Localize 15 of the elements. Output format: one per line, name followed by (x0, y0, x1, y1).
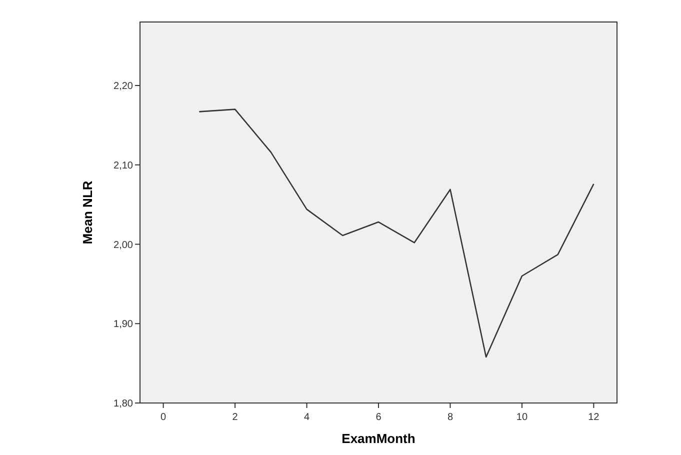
y-axis-title: Mean NLR (80, 180, 95, 244)
x-axis-title: ExamMonth (342, 431, 416, 446)
x-tick-label: 4 (304, 412, 310, 423)
x-tick-label: 10 (516, 412, 528, 423)
y-tick-label: 1,80 (114, 398, 134, 410)
y-tick-label: 2,10 (114, 160, 134, 172)
y-tick-label: 1,90 (114, 319, 134, 330)
x-tick-label: 8 (447, 412, 454, 423)
x-tick-label: 6 (376, 412, 382, 423)
x-tick-label: 0 (160, 412, 167, 423)
line-series (198, 108, 594, 358)
y-tick-label: 2,20 (114, 81, 134, 92)
x-tick-label: 2 (232, 412, 238, 423)
y-tick-label: 2,00 (114, 240, 134, 251)
x-tick-label: 12 (588, 412, 600, 423)
